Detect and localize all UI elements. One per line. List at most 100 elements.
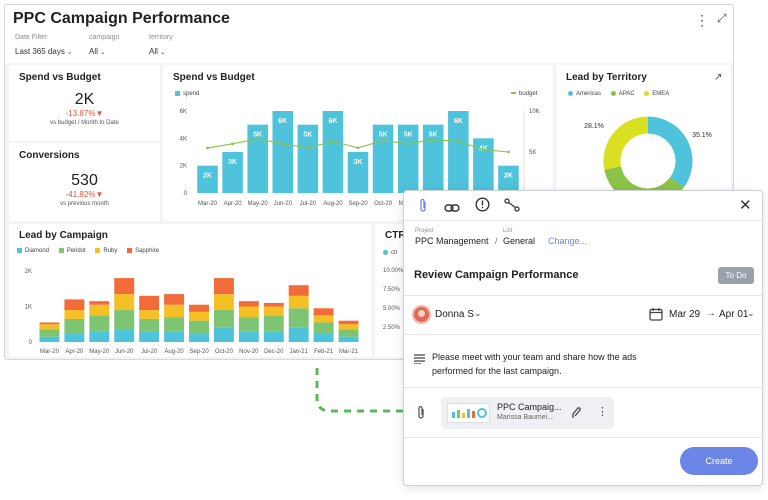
legend-swatch-sapphire bbox=[127, 248, 133, 253]
filter-campaign-value: All bbox=[89, 47, 98, 56]
kpi-spend-panel[interactable]: Spend vs Budget 2K -13.87%▼ vs budget / … bbox=[9, 65, 160, 141]
budget-point bbox=[281, 142, 285, 146]
stacked-bar-segment bbox=[89, 315, 110, 332]
spend-chart-panel[interactable]: Spend vs Budget spend budget 02K4K6K05K1… bbox=[163, 65, 553, 221]
x-tick-label: Jun-20 bbox=[274, 201, 293, 207]
kpi-conversions-panel[interactable]: Conversions 530 -41.82%▼ vs previous mon… bbox=[9, 143, 160, 221]
avatar[interactable] bbox=[412, 305, 431, 324]
legend-label-americas: Americas bbox=[576, 91, 602, 98]
stacked-bar-segment bbox=[288, 308, 309, 328]
y-tick-label: 0 bbox=[29, 340, 33, 346]
stacked-bar-segment bbox=[114, 310, 135, 330]
chevron-down-icon[interactable]: ⌄ bbox=[474, 308, 482, 318]
budget-point bbox=[406, 142, 410, 146]
x-tick-label: Feb-21 bbox=[314, 349, 334, 355]
spend-bar bbox=[297, 124, 319, 193]
bar-data-label: 3K bbox=[228, 159, 237, 166]
y2-tick-label: 10K bbox=[529, 109, 540, 115]
territory-chart-title: Lead by Territory bbox=[566, 72, 647, 83]
kpi-spend-title: Spend vs Budget bbox=[19, 72, 101, 83]
x-tick-label: May-20 bbox=[248, 201, 269, 207]
data-label-bg bbox=[350, 156, 366, 166]
task-title[interactable]: Review Campaign Performance bbox=[414, 269, 579, 281]
link-icon[interactable] bbox=[444, 200, 460, 218]
stacked-bar-segment bbox=[338, 320, 359, 325]
y-tick-label: 2K bbox=[180, 164, 187, 170]
filter-date[interactable]: Date Filter Last 365 days ⌄ bbox=[15, 34, 73, 59]
status-badge[interactable]: To Do bbox=[718, 267, 754, 284]
route-icon[interactable] bbox=[504, 198, 520, 217]
stacked-bar-segment bbox=[313, 322, 334, 334]
legend-swatch-ctr bbox=[383, 250, 388, 255]
stacked-bar-segment bbox=[164, 294, 185, 305]
filter-campaign-label: campaign bbox=[89, 34, 120, 41]
change-link[interactable]: Change... bbox=[548, 236, 588, 246]
pin-icon[interactable] bbox=[569, 405, 583, 424]
legend-label-budget: budget bbox=[519, 91, 538, 97]
x-tick-label: Nov-20 bbox=[239, 349, 259, 355]
budget-point bbox=[331, 139, 335, 143]
create-button[interactable]: Create bbox=[680, 447, 758, 475]
open-external-icon[interactable]: ↗ bbox=[714, 72, 723, 83]
filter-campaign[interactable]: campaign All ⌄ bbox=[89, 34, 119, 59]
expand-icon[interactable]: ⤢ bbox=[717, 11, 727, 25]
stacked-bar-segment bbox=[288, 285, 309, 296]
calendar-icon[interactable] bbox=[649, 307, 663, 326]
more-vertical-icon[interactable]: ⋮ bbox=[597, 406, 608, 418]
attachment-card[interactable]: PPC Campaig... Marissa Baumei... ⋮ bbox=[441, 397, 614, 429]
chevron-down-icon: ⌄ bbox=[66, 49, 73, 56]
divider bbox=[404, 220, 762, 221]
assignee-name[interactable]: Donna S bbox=[435, 309, 474, 320]
campaign-chart-panel[interactable]: Lead by Campaign Diamond Peridot Ruby Sa… bbox=[9, 224, 372, 357]
bar-data-label: 2K bbox=[203, 173, 212, 180]
data-label-bg bbox=[224, 156, 241, 166]
ctr-chart-title: CTR bbox=[385, 230, 406, 241]
start-date[interactable]: Mar 29 bbox=[669, 309, 701, 320]
x-tick-label: Jun-20 bbox=[115, 349, 134, 355]
x-tick-label: Aug-20 bbox=[323, 201, 343, 207]
bar-data-label: 3K bbox=[354, 159, 363, 166]
chevron-down-icon[interactable]: ⌄ bbox=[747, 308, 755, 318]
data-label-bg bbox=[400, 128, 417, 139]
more-vertical-icon[interactable]: ⋮ bbox=[695, 12, 709, 28]
legend-label-peridot: Peridot bbox=[66, 248, 86, 255]
spend-legend: spend bbox=[175, 91, 207, 97]
stacked-bar-segment bbox=[114, 278, 135, 295]
legend-swatch-budget bbox=[511, 92, 516, 95]
stacked-bar-segment bbox=[213, 294, 234, 311]
stacked-bar-segment bbox=[288, 327, 309, 342]
x-tick-label: Oct-20 bbox=[215, 349, 234, 355]
stacked-bar-segment bbox=[189, 311, 209, 321]
end-date[interactable]: Apr 01 bbox=[719, 309, 749, 320]
stacked-bar-segment bbox=[39, 329, 60, 337]
alert-icon[interactable] bbox=[475, 197, 490, 217]
text-lines-icon bbox=[414, 351, 425, 369]
divider bbox=[404, 295, 762, 296]
project-value: PPC Management bbox=[415, 236, 489, 246]
stacked-bar-segment bbox=[338, 324, 359, 330]
spend-bar bbox=[322, 111, 344, 193]
stacked-bar-segment bbox=[338, 329, 359, 337]
paperclip-icon[interactable] bbox=[418, 198, 428, 217]
data-label-bg bbox=[274, 115, 291, 125]
close-icon[interactable]: ✕ bbox=[739, 197, 752, 214]
legend-swatch-diamond bbox=[17, 248, 22, 253]
task-description[interactable]: Please meet with your team and share how… bbox=[432, 352, 637, 376]
stacked-bar-segment bbox=[263, 302, 284, 307]
x-tick-label: Mar-21 bbox=[339, 349, 359, 355]
avatar-face bbox=[418, 310, 425, 317]
x-tick-label: Sep-20 bbox=[189, 349, 209, 355]
budget-point bbox=[507, 150, 510, 154]
spend-bar bbox=[247, 124, 268, 193]
x-tick-label: Mar-20 bbox=[40, 349, 60, 355]
ctr-legend: ctr bbox=[383, 250, 406, 256]
stacked-bar-segment bbox=[213, 278, 234, 295]
stacked-bar-segment bbox=[238, 301, 259, 307]
stacked-bar-segment bbox=[164, 304, 185, 318]
kpi-conversions-value: 530 bbox=[71, 172, 98, 189]
budget-point bbox=[381, 139, 385, 142]
ctr-tick: 5.00% bbox=[383, 306, 401, 312]
budget-point bbox=[231, 142, 235, 146]
filter-territory[interactable]: territory All ⌄ bbox=[149, 34, 173, 59]
arrow-right-icon: → bbox=[706, 308, 716, 319]
